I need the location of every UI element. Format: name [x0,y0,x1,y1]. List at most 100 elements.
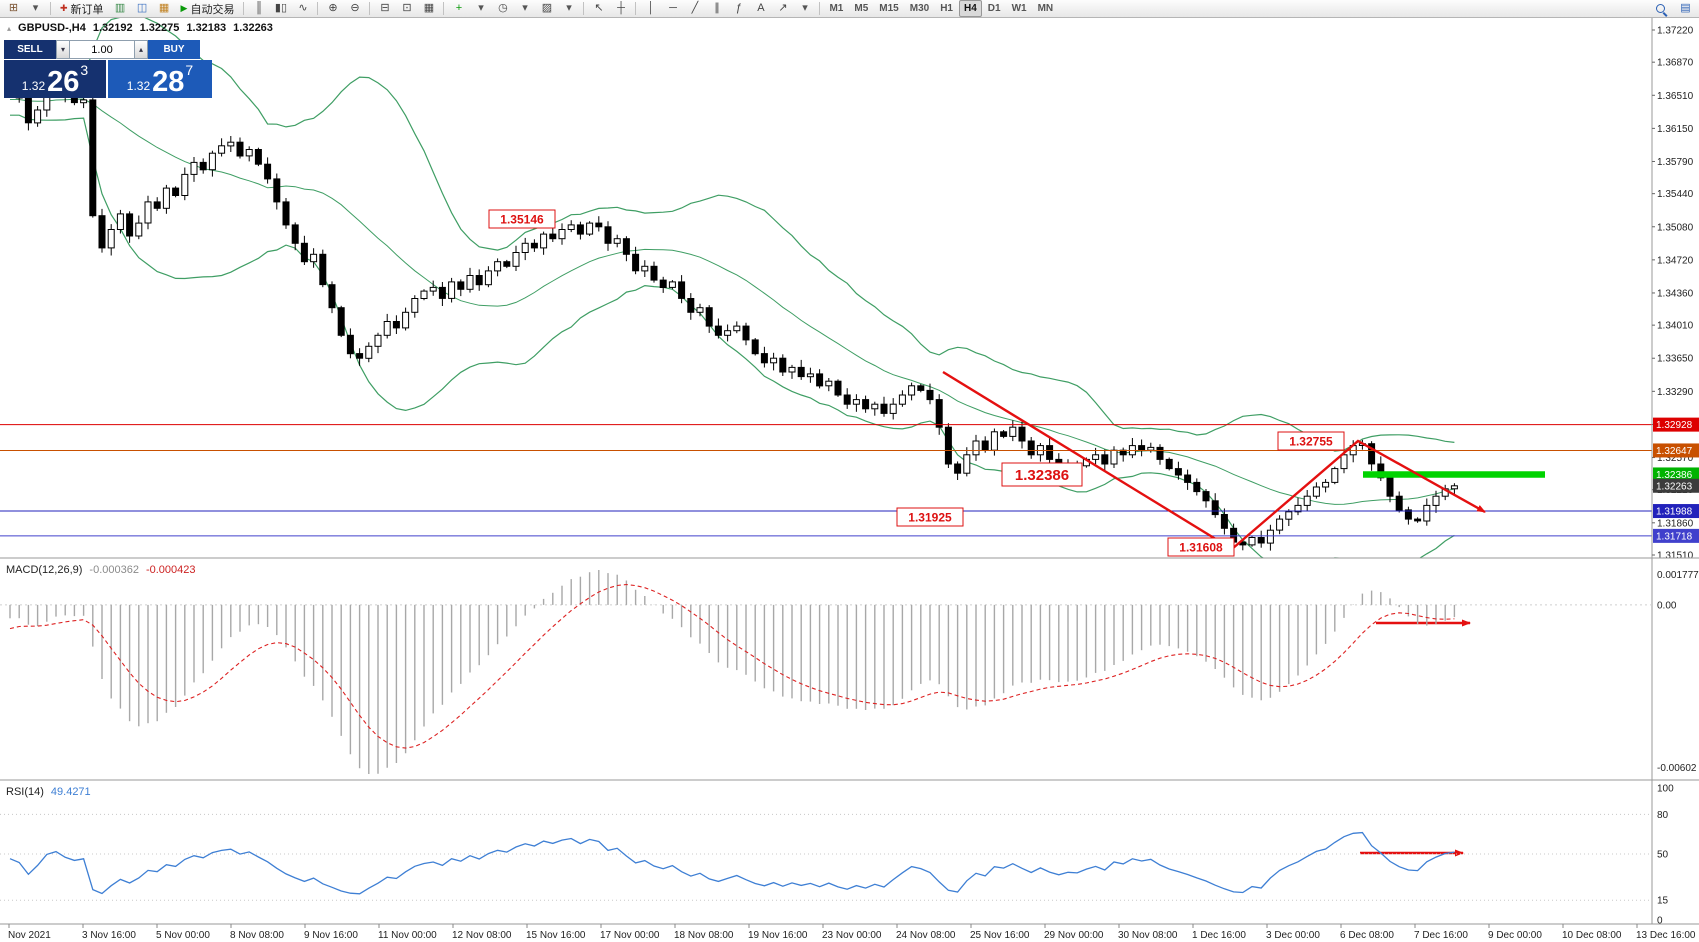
svg-text:1.33650: 1.33650 [1657,354,1694,365]
svg-text:12 Nov 08:00: 12 Nov 08:00 [452,930,512,941]
periods-icon[interactable]: ◷ [498,2,508,14]
macd-name: MACD(12,26,9) [6,564,83,576]
svg-text:Nov 2021: Nov 2021 [8,930,51,941]
channel-icon[interactable]: ∥ [714,2,720,14]
shapes-dropdown-icon[interactable]: ▾ [802,2,808,14]
buy-price-button[interactable]: 1.32 28 7 [108,60,212,98]
new-order-button-icon: ✚ [60,3,68,13]
toolbar-separator [819,2,821,15]
cursor-icon[interactable]: ↖ [594,2,604,14]
lot-size-input[interactable] [70,40,134,59]
new-chart-dropdown-icon[interactable]: ▾ [32,2,39,14]
price-annotations[interactable]: 1.35146 1.32755 1.32386 1.31925 1.31608 [488,209,1345,557]
price-chart-svg[interactable]: 1.35146 1.32755 1.32386 1.31925 1.31608 1.372… [0,18,1699,942]
svg-text:1.36870: 1.36870 [1657,58,1694,69]
timeframe-w1-button[interactable]: W1 [1011,3,1027,14]
zigzag-arrow[interactable] [1231,439,1486,550]
svg-text:1.35440: 1.35440 [1657,189,1694,200]
price-tag-1.32928 [1653,417,1699,432]
chart-panel-icon[interactable]: ▤ [1680,2,1691,14]
buy-button[interactable]: BUY [148,40,200,59]
ask-price-big: 28 [152,65,185,98]
timeframe-h1-button[interactable]: H1 [940,3,953,14]
ask-price-sup: 7 [185,62,194,78]
timeframe-m5-button[interactable]: M5 [854,3,869,14]
toolbar-separator [583,2,585,15]
indicators-dropdown-icon[interactable]: ▾ [478,2,484,14]
market-watch-icon[interactable]: ▥ [114,2,126,14]
periods-dropdown-icon[interactable]: ▾ [522,2,528,14]
trend-arrows[interactable] [942,370,1486,857]
price-tag-1.31988 [1653,504,1699,519]
search-icon[interactable] [1653,1,1674,17]
arrows-tool-icon[interactable]: ↗ [778,2,788,14]
crosshair-icon[interactable]: ┼ [617,2,625,14]
svg-text:3 Dec 00:00: 3 Dec 00:00 [1266,930,1320,941]
svg-text:1.32647: 1.32647 [1656,446,1693,457]
arrange-windows-icon[interactable]: ▦ [423,2,435,14]
indicators-icon[interactable]: + [455,2,463,14]
svg-text:7 Dec 16:00: 7 Dec 16:00 [1414,930,1468,941]
lot-decrease-button[interactable]: ▾ [56,40,70,59]
symbol-period-label: GBPUSD-,H4 [18,22,86,34]
zoom-out-icon[interactable]: ⊖ [350,2,360,14]
tile-windows-icon[interactable]: ⊟ [380,2,390,14]
ohlc-bars-icon[interactable]: ║ [255,2,263,14]
time-axis[interactable]: Nov 2021 3 Nov 16:00 5 Nov 00:00 8 Nov 08:0… [8,924,1696,941]
timeframe-m15-button[interactable]: M15 [879,3,899,14]
downtrend-arrow[interactable] [942,370,1233,551]
line-chart-icon[interactable]: ∿ [298,2,308,14]
svg-text:29 Nov 00:00: 29 Nov 00:00 [1044,930,1104,941]
new-order-button-label: 新订单 [70,3,104,16]
navigator-icon[interactable]: ▦ [158,2,170,14]
bid-price-sup: 3 [80,62,89,78]
sell-price-button[interactable]: 1.32 26 3 [4,60,106,98]
svg-text:1 Dec 16:00: 1 Dec 16:00 [1192,930,1246,941]
new-order-button[interactable]: ✚ 新订单 [55,1,109,17]
cascade-windows-icon[interactable]: ⊡ [402,2,412,14]
svg-text:18 Nov 08:00: 18 Nov 08:00 [674,930,734,941]
chart-background [0,18,1699,942]
new-chart-icon[interactable]: ⊞ [8,2,19,14]
svg-text:1.31925: 1.31925 [908,510,952,524]
data-window-icon[interactable]: ◫ [136,2,148,14]
svg-text:9 Nov 16:00: 9 Nov 16:00 [304,930,358,941]
price-tag-1.32386 [1653,467,1699,482]
horizontal-lines[interactable] [0,424,1652,537]
timeframe-d1-button[interactable]: D1 [987,3,1001,14]
svg-text:1.34360: 1.34360 [1657,288,1694,299]
templates-dropdown-icon[interactable]: ▾ [566,2,572,14]
sell-button[interactable]: SELL [4,40,56,59]
lot-increase-button[interactable]: ▴ [134,40,148,59]
price-scale[interactable]: 1.37220 1.36870 1.36510 1.36150 1.35790 1.354… [1651,18,1699,924]
fibonacci-icon[interactable]: ƒ [735,2,743,14]
svg-text:1.31608: 1.31608 [1179,540,1223,554]
price-tag-1.31718 [1653,528,1699,543]
svg-text:10 Dec 08:00: 10 Dec 08:00 [1562,930,1622,941]
autotrade-button[interactable]: ▶ 自动交易 [176,1,240,17]
text-tool-icon[interactable]: A [757,2,765,14]
quote-low: 1.32183 [186,22,227,34]
toolbar: ⊞ ▾ ✚ 新订单 ▥ ◫ ▦ ▶ 自动交易 ║ ▮▯ ∿ ⊕ ⊖ ⊟ ⊡ ▦ + ▾ ◷ ▾ ▨ ▾ ↖ ┼ │ ─ ╱ ∥ ƒ A ↗ ▾ M… [0,0,1699,18]
candlestick-chart-icon[interactable]: ▮▯ [274,2,288,14]
vertical-line-icon[interactable]: │ [647,2,655,14]
toolbar-separator [317,2,319,15]
svg-text:1.31510: 1.31510 [1657,551,1694,562]
svg-text:1.33290: 1.33290 [1657,387,1694,398]
toolbar-separator [369,2,371,15]
bid-price-small: 1.32 [21,79,46,93]
quote-ohlc-header: ▴ GBPUSD-,H4 1.32192 1.32275 1.32183 1.3… [7,22,273,34]
svg-text:1.31860: 1.31860 [1657,518,1694,529]
svg-text:11 Nov 00:00: 11 Nov 00:00 [378,930,437,941]
zoom-in-icon[interactable]: ⊕ [328,2,338,14]
trendline-icon[interactable]: ╱ [691,2,699,14]
timeframe-m30-button[interactable]: M30 [909,3,930,14]
svg-text:0.001777: 0.001777 [1657,570,1699,581]
timeframe-m1-button[interactable]: M1 [829,3,844,14]
horizontal-line-icon[interactable]: ─ [669,2,677,14]
timeframe-h4-button[interactable]: H4 [958,0,982,17]
timeframe-mn-button[interactable]: MN [1037,3,1054,14]
quote-open: 1.32192 [92,22,133,34]
templates-icon[interactable]: ▨ [541,2,553,14]
rsi-label: RSI(14) 49.4271 [6,786,91,798]
